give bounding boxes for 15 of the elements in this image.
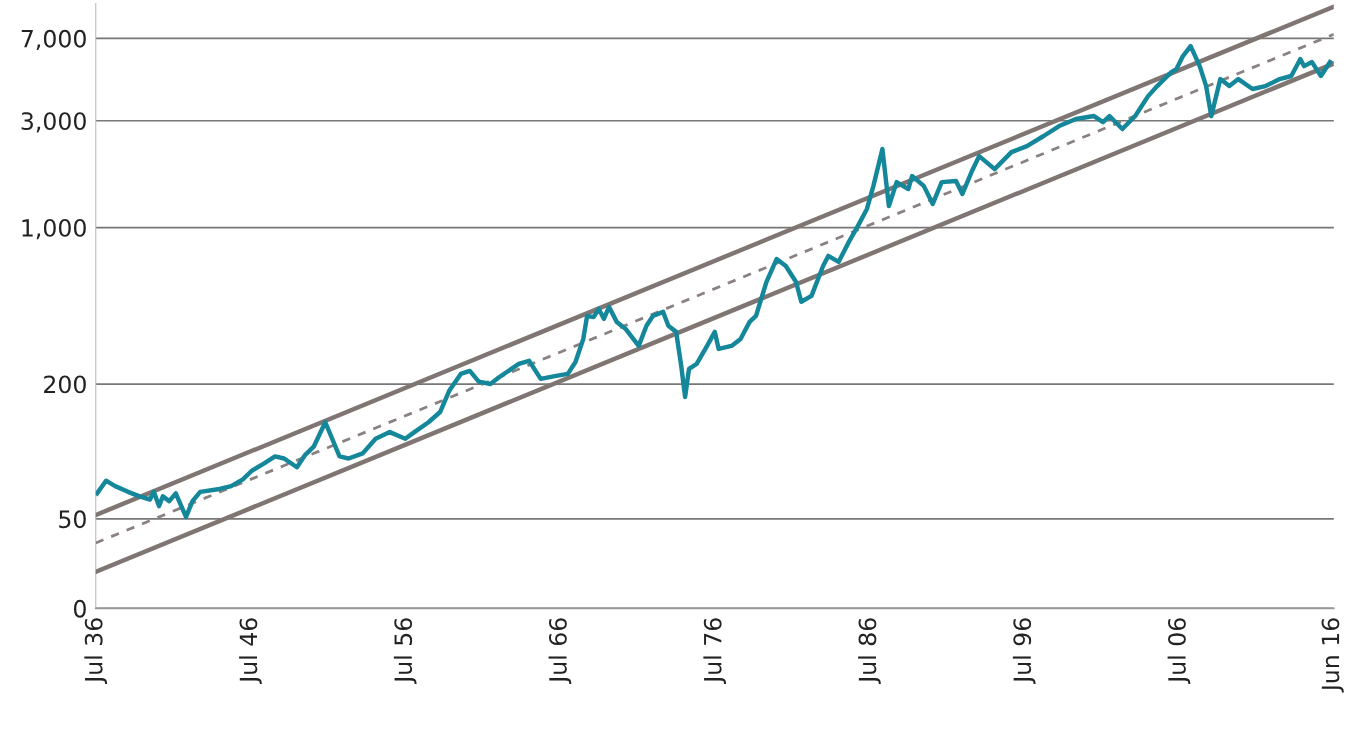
x-tick-label: Jul 86 [858, 618, 881, 684]
y-tick-label: 3,000 [21, 112, 86, 133]
x-tick-label: Jul 66 [548, 618, 572, 684]
x-tick-label: Jul 06 [1167, 618, 1191, 684]
x-tick-label: Jul 56 [393, 618, 417, 684]
y-tick-label: 50 [59, 510, 86, 529]
x-tick-label: Jul 96 [1012, 618, 1036, 684]
y-tick-label: 0 [73, 599, 86, 618]
y-tick-label: 1,000 [22, 219, 86, 240]
x-tick-label: Jul 76 [703, 618, 727, 684]
y-tick-label: 200 [44, 375, 86, 394]
x-tick-label: Jul 46 [239, 618, 262, 684]
x-tick-label: Jun 16 [1321, 618, 1344, 693]
x-tick-label: Jul 36 [84, 618, 107, 684]
y-tick-label: 7,000 [21, 29, 86, 51]
